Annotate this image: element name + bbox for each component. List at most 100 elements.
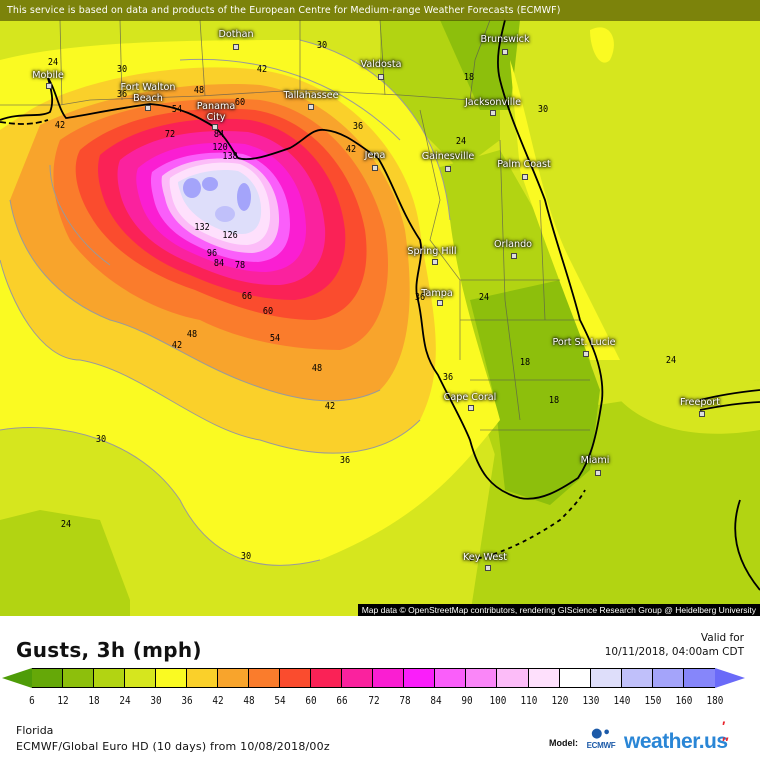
color-scale-tick-label: 30	[150, 694, 162, 707]
city-label: Gainesville	[421, 151, 475, 162]
weather-us-brand-text: weather.us	[624, 730, 728, 753]
city-marker-icon[interactable]	[46, 83, 52, 89]
color-scale-swatch	[590, 669, 622, 687]
color-scale-swatch	[311, 669, 343, 687]
city-label: Cape Coral	[443, 392, 497, 403]
city-marker-icon[interactable]	[522, 174, 528, 180]
contour-label: 96	[206, 248, 218, 259]
color-scale-tick-label: 72	[367, 694, 380, 707]
city-label: Beach	[133, 93, 163, 104]
sun-burst-icon: ′″	[722, 718, 729, 750]
city-label: Dothan	[218, 29, 254, 40]
color-scale-swatch	[94, 669, 126, 687]
contour-label: 72	[164, 129, 176, 140]
city-label: Mobile	[32, 70, 64, 81]
contour-label: 48	[186, 329, 198, 340]
color-scale-swatch	[63, 669, 95, 687]
color-scale-swatch	[249, 669, 281, 687]
model-label: Model:	[549, 738, 578, 748]
contour-label: 24	[455, 136, 467, 147]
weather-us-logo[interactable]: weather.us ′″	[624, 718, 729, 754]
city-label: Spring Hill	[407, 246, 457, 257]
color-scale-tick-label: 110	[520, 694, 538, 707]
color-scale-tick-label: 54	[274, 694, 286, 707]
contour-label: 30	[116, 64, 128, 75]
color-scale-swatch	[497, 669, 529, 687]
color-scale-swatch	[187, 669, 219, 687]
color-scale-tick-label: 120	[551, 694, 569, 707]
ecmwf-logo-icon: ●•	[591, 726, 611, 741]
city-label: Tampa	[421, 288, 453, 299]
city-marker-icon[interactable]	[378, 74, 384, 80]
region-name: Florida	[16, 724, 54, 737]
city-label: Jacksonville	[464, 97, 522, 108]
ecmwf-notice-banner: This service is based on data and produc…	[0, 0, 760, 21]
city-marker-icon[interactable]	[372, 165, 378, 171]
contour-label: 24	[60, 519, 72, 530]
city-marker-icon[interactable]	[490, 110, 496, 116]
weather-map[interactable]: This service is based on data and produc…	[0, 0, 760, 616]
color-scale-ticks: 6 12 18 24 30 36 42 48 54 60 66 72 78 84 90 100 110 120 13…	[29, 694, 732, 707]
color-scale-swatch	[683, 669, 715, 687]
contour-label: 36	[339, 455, 351, 466]
colorbar-below-arrow-icon	[2, 668, 32, 688]
color-scale-swatch	[559, 669, 591, 687]
city-marker-icon[interactable]	[432, 259, 438, 265]
contour-label: 36	[116, 89, 128, 100]
color-scale-swatch	[404, 669, 436, 687]
color-scale-tick-label: 66	[336, 694, 349, 707]
city-label: Port St. Lucie	[552, 337, 616, 348]
city-marker-icon[interactable]	[595, 470, 601, 476]
color-scale-tick-label: 12	[57, 694, 69, 707]
color-scale-tick-label: 160	[675, 694, 693, 707]
city-marker-icon[interactable]	[583, 351, 589, 357]
city-marker-icon[interactable]	[308, 104, 314, 110]
contour-label: 54	[171, 104, 183, 115]
color-scale-tick-label: 150	[644, 694, 662, 707]
color-scale-tick-label: 140	[613, 694, 631, 707]
color-scale-tick-label: 90	[460, 694, 473, 707]
contour-label: 30	[240, 551, 252, 562]
city-marker-icon[interactable]	[445, 166, 451, 172]
color-scale-tick-label: 36	[181, 694, 193, 707]
color-scale-tick-label: 24	[119, 694, 131, 707]
valid-time-value: 10/11/2018, 04:00am CDT	[604, 646, 744, 658]
contour-label: 84	[213, 258, 225, 269]
ecmwf-logo-text: ECMWF	[586, 741, 616, 750]
color-scale-tick-label: 78	[398, 694, 411, 707]
city-marker-icon[interactable]	[699, 411, 705, 417]
contour-label: 36	[352, 121, 364, 132]
contour-label: 120	[212, 142, 228, 153]
city-marker-icon[interactable]	[212, 124, 218, 130]
city-marker-icon[interactable]	[145, 105, 151, 111]
city-label: Brunswick	[480, 34, 530, 45]
contour-label: 18	[519, 357, 531, 368]
city-marker-icon[interactable]	[233, 44, 239, 50]
contour-label: 132	[194, 222, 210, 233]
city-label: Miami	[580, 455, 610, 466]
contour-label: 36	[442, 372, 454, 383]
color-scale-swatch	[652, 669, 684, 687]
color-scale-swatch	[280, 669, 312, 687]
city-marker-icon[interactable]	[511, 253, 517, 259]
contour-label: 138	[222, 151, 238, 162]
contour-label: 66	[241, 291, 253, 302]
color-scale-swatch	[125, 669, 157, 687]
city-marker-icon[interactable]	[485, 565, 491, 571]
color-scale-tick-label: 84	[429, 694, 442, 707]
valid-for-label: Valid for	[700, 632, 744, 644]
contour-label: 48	[193, 85, 205, 96]
contour-label: 30	[537, 104, 549, 115]
ecmwf-logo[interactable]: ●• ECMWF	[581, 727, 621, 757]
color-scale-swatch	[528, 669, 560, 687]
color-scale-swatch	[435, 669, 467, 687]
color-scale-tick-label: 42	[212, 694, 224, 707]
contour-label: 30	[316, 40, 328, 51]
city-label: Jena	[364, 150, 386, 161]
city-marker-icon[interactable]	[468, 405, 474, 411]
city-marker-icon[interactable]	[502, 49, 508, 55]
city-label: Tallahassee	[283, 90, 339, 101]
contour-label: 48	[311, 363, 323, 374]
colorbar-above-arrow-icon	[715, 668, 745, 688]
city-marker-icon[interactable]	[437, 300, 443, 306]
